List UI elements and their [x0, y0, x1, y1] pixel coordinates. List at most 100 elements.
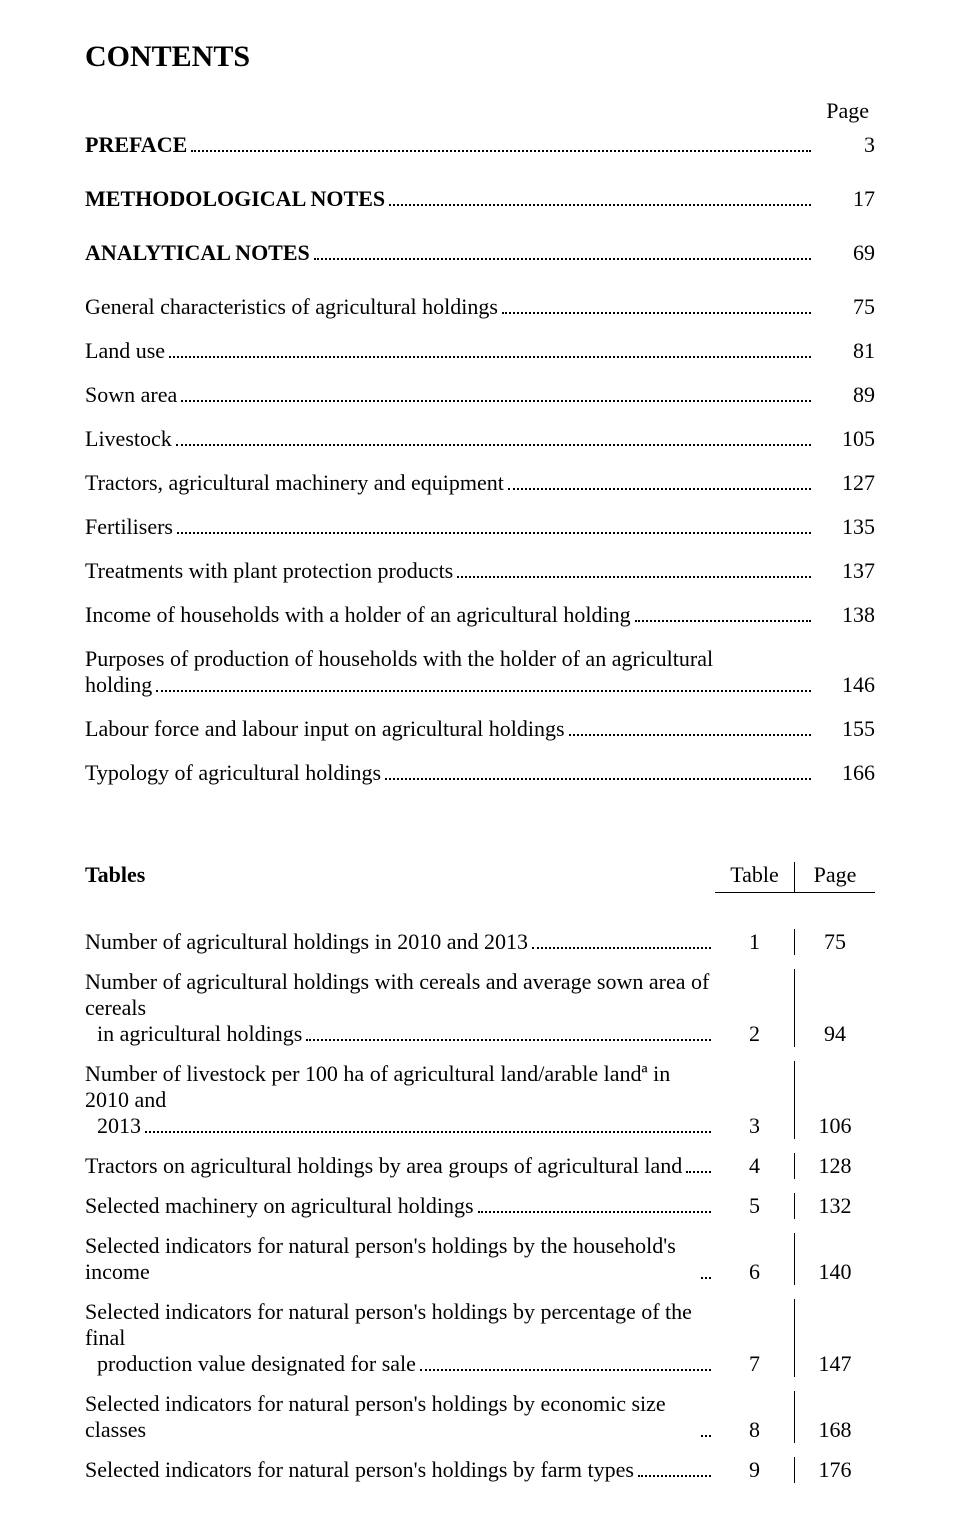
toc-label: PREFACE	[85, 132, 187, 158]
toc-leader-dots	[532, 947, 711, 949]
contents-title: CONTENTS	[85, 40, 875, 74]
toc-leader-dots	[701, 1277, 711, 1279]
toc-leader-dots	[177, 532, 811, 534]
toc-leader-dots	[508, 488, 811, 490]
toc-label: Typology of agricultural holdings	[85, 760, 381, 786]
toc-leader-dots	[181, 400, 811, 402]
table-label: in agricultural holdings	[85, 1021, 302, 1047]
toc-label: Treatments with plant protection product…	[85, 558, 453, 584]
toc-leader-dots	[191, 150, 811, 152]
table-row: Number of agricultural holdings with cer…	[85, 969, 875, 1047]
toc-label: Sown area	[85, 382, 177, 408]
toc-page-number: 69	[815, 240, 875, 266]
toc-page-number: 135	[815, 514, 875, 540]
toc-label: Income of households with a holder of an…	[85, 602, 631, 628]
table-label: Number of livestock per 100 ha of agricu…	[85, 1061, 715, 1113]
toc-label: Fertilisers	[85, 514, 173, 540]
toc-leader-dots	[635, 620, 811, 622]
toc-row: Fertilisers 135	[85, 514, 875, 540]
toc-leader-dots	[385, 778, 811, 780]
table-page-number: 140	[795, 1233, 875, 1285]
toc-leader-dots	[502, 312, 811, 314]
table-row: Selected indicators for natural person's…	[85, 1457, 875, 1483]
table-page-number: 132	[795, 1193, 875, 1219]
toc-leader-dots	[457, 576, 811, 578]
toc-page-number: 17	[815, 186, 875, 212]
toc-list: PREFACE 3 METHODOLOGICAL NOTES 17 ANALYTICAL…	[85, 132, 875, 786]
toc-row: Treatments with plant protection product…	[85, 558, 875, 584]
toc-page-number: 155	[815, 716, 875, 742]
table-number: 4	[715, 1153, 795, 1179]
table-page-number: 75	[795, 929, 875, 955]
toc-leader-dots	[306, 1039, 711, 1041]
toc-label: ANALYTICAL NOTES	[85, 240, 310, 266]
toc-page-number: 166	[815, 760, 875, 786]
tables-col-page: Page	[795, 862, 875, 893]
table-label: 2013	[85, 1113, 141, 1139]
toc-leader-dots	[701, 1435, 711, 1437]
toc-row: Tractors, agricultural machinery and equ…	[85, 470, 875, 496]
toc-row: Labour force and labour input on agricul…	[85, 716, 875, 742]
table-number: 1	[715, 929, 795, 955]
toc-leader-dots	[156, 690, 811, 692]
table-label: Tractors on agricultural holdings by are…	[85, 1153, 682, 1179]
toc-label: holding	[85, 672, 152, 698]
table-row: Number of livestock per 100 ha of agricu…	[85, 1061, 875, 1139]
table-label: Number of agricultural holdings with cer…	[85, 969, 715, 1021]
tables-list: Number of agricultural holdings in 2010 …	[85, 929, 875, 1483]
toc-row: Land use81	[85, 338, 875, 364]
table-page-number: 176	[795, 1457, 875, 1483]
table-label: production value designated for sale	[85, 1351, 416, 1377]
toc-page-number: 3	[815, 132, 875, 158]
toc-row: ANALYTICAL NOTES 69	[85, 240, 875, 266]
toc-leader-dots	[686, 1171, 711, 1173]
toc-label: Purposes of production of households wit…	[85, 646, 815, 672]
table-number: 3	[715, 1061, 795, 1139]
toc-label: Labour force and labour input on agricul…	[85, 716, 565, 742]
toc-leader-dots	[420, 1369, 711, 1371]
toc-row: PREFACE 3	[85, 132, 875, 158]
toc-page-number: 105	[815, 426, 875, 452]
table-label: Selected indicators for natural person's…	[85, 1233, 697, 1285]
table-page-number: 147	[795, 1299, 875, 1377]
toc-row: METHODOLOGICAL NOTES 17	[85, 186, 875, 212]
toc-row: Typology of agricultural holdings 166	[85, 760, 875, 786]
table-label: Selected machinery on agricultural holdi…	[85, 1193, 474, 1219]
table-row: Selected indicators for natural person's…	[85, 1391, 875, 1443]
table-number: 6	[715, 1233, 795, 1285]
tables-heading: Tables	[85, 862, 715, 893]
table-page-number: 94	[795, 969, 875, 1047]
toc-page-number: 81	[815, 338, 875, 364]
toc-row: General characteristics of agricultural …	[85, 294, 875, 320]
toc-row: Livestock 105	[85, 426, 875, 452]
toc-leader-dots	[389, 204, 811, 206]
toc-page-number: 138	[815, 602, 875, 628]
table-label: Selected indicators for natural person's…	[85, 1457, 634, 1483]
tables-col-table: Table	[715, 862, 795, 893]
tables-header: Tables Table Page	[85, 862, 875, 893]
toc-page-number: 89	[815, 382, 875, 408]
toc-page-number: 137	[815, 558, 875, 584]
table-number: 8	[715, 1391, 795, 1443]
toc-label: METHODOLOGICAL NOTES	[85, 186, 385, 212]
table-label: Selected indicators for natural person's…	[85, 1391, 697, 1443]
toc-leader-dots	[169, 356, 811, 358]
table-row: Selected indicators for natural person's…	[85, 1299, 875, 1377]
page-column-header: Page	[85, 98, 875, 124]
toc-page-number: 75	[815, 294, 875, 320]
table-row: Selected machinery on agricultural holdi…	[85, 1193, 875, 1219]
toc-row: Income of households with a holder of an…	[85, 602, 875, 628]
table-row: Number of agricultural holdings in 2010 …	[85, 929, 875, 955]
table-page-number: 128	[795, 1153, 875, 1179]
toc-page-number: 127	[815, 470, 875, 496]
table-number: 9	[715, 1457, 795, 1483]
table-number: 5	[715, 1193, 795, 1219]
toc-page-number: 146	[815, 672, 875, 698]
toc-leader-dots	[145, 1131, 711, 1133]
toc-label: Tractors, agricultural machinery and equ…	[85, 470, 504, 496]
table-label: Selected indicators for natural person's…	[85, 1299, 715, 1351]
table-row: Tractors on agricultural holdings by are…	[85, 1153, 875, 1179]
toc-leader-dots	[569, 734, 811, 736]
toc-label: General characteristics of agricultural …	[85, 294, 498, 320]
toc-label: Livestock	[85, 426, 172, 452]
